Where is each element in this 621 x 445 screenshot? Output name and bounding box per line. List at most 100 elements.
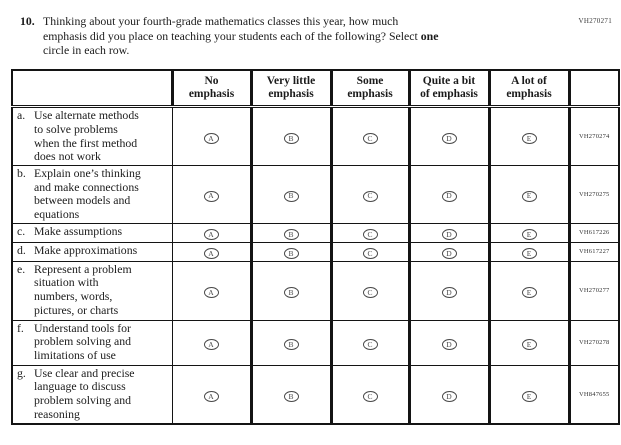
answer-oval-c[interactable]: C: [362, 190, 378, 202]
cell-c-a-lot: E: [487, 222, 571, 243]
row-letter: d.: [17, 242, 26, 257]
cell-d-a-lot: E: [487, 241, 571, 262]
col-header-no-emphasis: No emphasis: [170, 69, 253, 109]
row-label-b: b. Explain one’s thinking and make connec…: [11, 165, 173, 224]
row-label-g: g. Use clear and precise language to disc…: [11, 364, 173, 425]
answer-oval-c[interactable]: C: [362, 287, 378, 298]
cell-a-quite-a-bit: D: [407, 106, 491, 167]
cell-e-no-emphasis: A: [171, 260, 253, 321]
cell-a-a-lot: E: [487, 106, 571, 167]
answer-oval-c[interactable]: C: [362, 229, 378, 240]
answer-oval-e[interactable]: E: [521, 390, 537, 402]
cell-d-some: C: [329, 241, 411, 262]
row-label-text: Understand tools for problem solving and…: [34, 320, 131, 363]
cell-c-no-emphasis: A: [171, 222, 253, 243]
answer-oval-d[interactable]: D: [441, 248, 457, 259]
row-code: VH270278: [567, 319, 620, 366]
table-row-d: d. Make approximations A B C D E VH617227: [11, 241, 620, 262]
answer-oval-b[interactable]: B: [283, 248, 299, 259]
table-row-c: c. Make assumptions A B C D E VH617226: [11, 222, 620, 243]
row-label-text: Use clear and precise language to discus…: [34, 365, 135, 421]
row-code: VH270277: [567, 260, 620, 321]
question-number: 10.: [20, 14, 35, 28]
answer-oval-d[interactable]: D: [441, 190, 457, 202]
row-label-text: Explain one’s thinking and make connecti…: [34, 166, 141, 222]
cell-e-some: C: [329, 260, 411, 321]
row-letter: a.: [17, 108, 26, 123]
answer-oval-a[interactable]: A: [203, 229, 219, 240]
row-letter: c.: [17, 223, 26, 238]
row-code: VH270275: [567, 165, 620, 224]
answer-oval-e[interactable]: E: [521, 229, 537, 240]
answer-oval-b[interactable]: B: [283, 190, 299, 202]
answer-oval-e[interactable]: E: [521, 287, 537, 298]
table-row-a: a. Use alternate methods to solve problem…: [11, 106, 620, 167]
answer-oval-d[interactable]: D: [441, 229, 457, 240]
row-letter: b.: [17, 166, 26, 181]
row-label-a: a. Use alternate methods to solve problem…: [11, 106, 173, 167]
answer-oval-a[interactable]: A: [203, 132, 219, 144]
answer-oval-d[interactable]: D: [441, 390, 457, 402]
answer-oval-e[interactable]: E: [521, 339, 537, 350]
row-code: VH617227: [567, 241, 620, 262]
cell-e-very-little: B: [249, 260, 333, 321]
table-row-b: b. Explain one’s thinking and make connec…: [11, 165, 620, 224]
cell-e-a-lot: E: [487, 260, 571, 321]
row-label-text: Make approximations: [34, 242, 138, 257]
answer-oval-b[interactable]: B: [283, 229, 299, 240]
cell-b-some: C: [329, 165, 411, 224]
answer-oval-a[interactable]: A: [203, 287, 219, 298]
cell-c-very-little: B: [249, 222, 333, 243]
answer-oval-a[interactable]: A: [203, 248, 219, 259]
answer-oval-b[interactable]: B: [283, 390, 299, 402]
answer-oval-b[interactable]: B: [283, 132, 299, 144]
answer-oval-b[interactable]: B: [283, 339, 299, 350]
answer-oval-a[interactable]: A: [203, 339, 219, 350]
cell-g-some: C: [329, 364, 411, 425]
answer-oval-e[interactable]: E: [521, 248, 537, 259]
row-letter: f.: [17, 320, 24, 335]
answer-oval-c[interactable]: C: [362, 390, 378, 402]
answer-oval-e[interactable]: E: [521, 132, 537, 144]
cell-c-quite-a-bit: D: [407, 222, 491, 243]
row-letter: g.: [17, 365, 26, 380]
cell-d-very-little: B: [249, 241, 333, 262]
table-row-g: g. Use clear and precise language to disc…: [11, 364, 620, 425]
cell-d-no-emphasis: A: [171, 241, 253, 262]
answer-oval-d[interactable]: D: [441, 132, 457, 144]
answer-oval-d[interactable]: D: [441, 339, 457, 350]
row-label-column-header: [11, 69, 173, 109]
cell-a-no-emphasis: A: [171, 106, 253, 167]
code-column-header: [568, 69, 620, 109]
header-row: No emphasis Very little emphasis Some em…: [11, 69, 620, 109]
emphasis-matrix-table: No emphasis Very little emphasis Some em…: [11, 68, 620, 426]
answer-oval-a[interactable]: A: [203, 190, 219, 202]
answer-oval-a[interactable]: A: [203, 390, 219, 402]
cell-g-no-emphasis: A: [171, 364, 253, 425]
row-code: VH617226: [567, 222, 620, 243]
cell-f-some: C: [329, 319, 411, 366]
question-block: 10. Thinking about your fourth-grade mat…: [20, 14, 580, 58]
row-label-d: d. Make approximations: [11, 241, 173, 262]
row-label-text: Represent a problem situation with numbe…: [34, 261, 132, 317]
cell-f-very-little: B: [249, 319, 333, 366]
answer-oval-c[interactable]: C: [362, 339, 378, 350]
answer-oval-e[interactable]: E: [521, 190, 537, 202]
cell-f-quite-a-bit: D: [407, 319, 491, 366]
question-text-part2: circle in each row.: [43, 43, 130, 58]
answer-oval-b[interactable]: B: [283, 287, 299, 298]
answer-oval-c[interactable]: C: [362, 248, 378, 259]
question-text-part1: Thinking about your fourth-grade mathema…: [43, 14, 418, 43]
question-bold-word: one: [420, 28, 439, 43]
col-header-quite-a-bit-of-emphasis: Quite a bit of emphasis: [407, 69, 491, 109]
cell-f-a-lot: E: [487, 319, 571, 366]
page-code: VH270271: [578, 17, 612, 25]
cell-c-some: C: [329, 222, 411, 243]
cell-g-very-little: B: [249, 364, 333, 425]
answer-oval-d[interactable]: D: [441, 287, 457, 298]
answer-oval-c[interactable]: C: [362, 132, 378, 144]
row-letter: e.: [17, 261, 26, 276]
cell-g-a-lot: E: [487, 364, 571, 425]
col-header-a-lot-of-emphasis: A lot of emphasis: [487, 69, 571, 109]
cell-b-quite-a-bit: D: [407, 165, 491, 224]
